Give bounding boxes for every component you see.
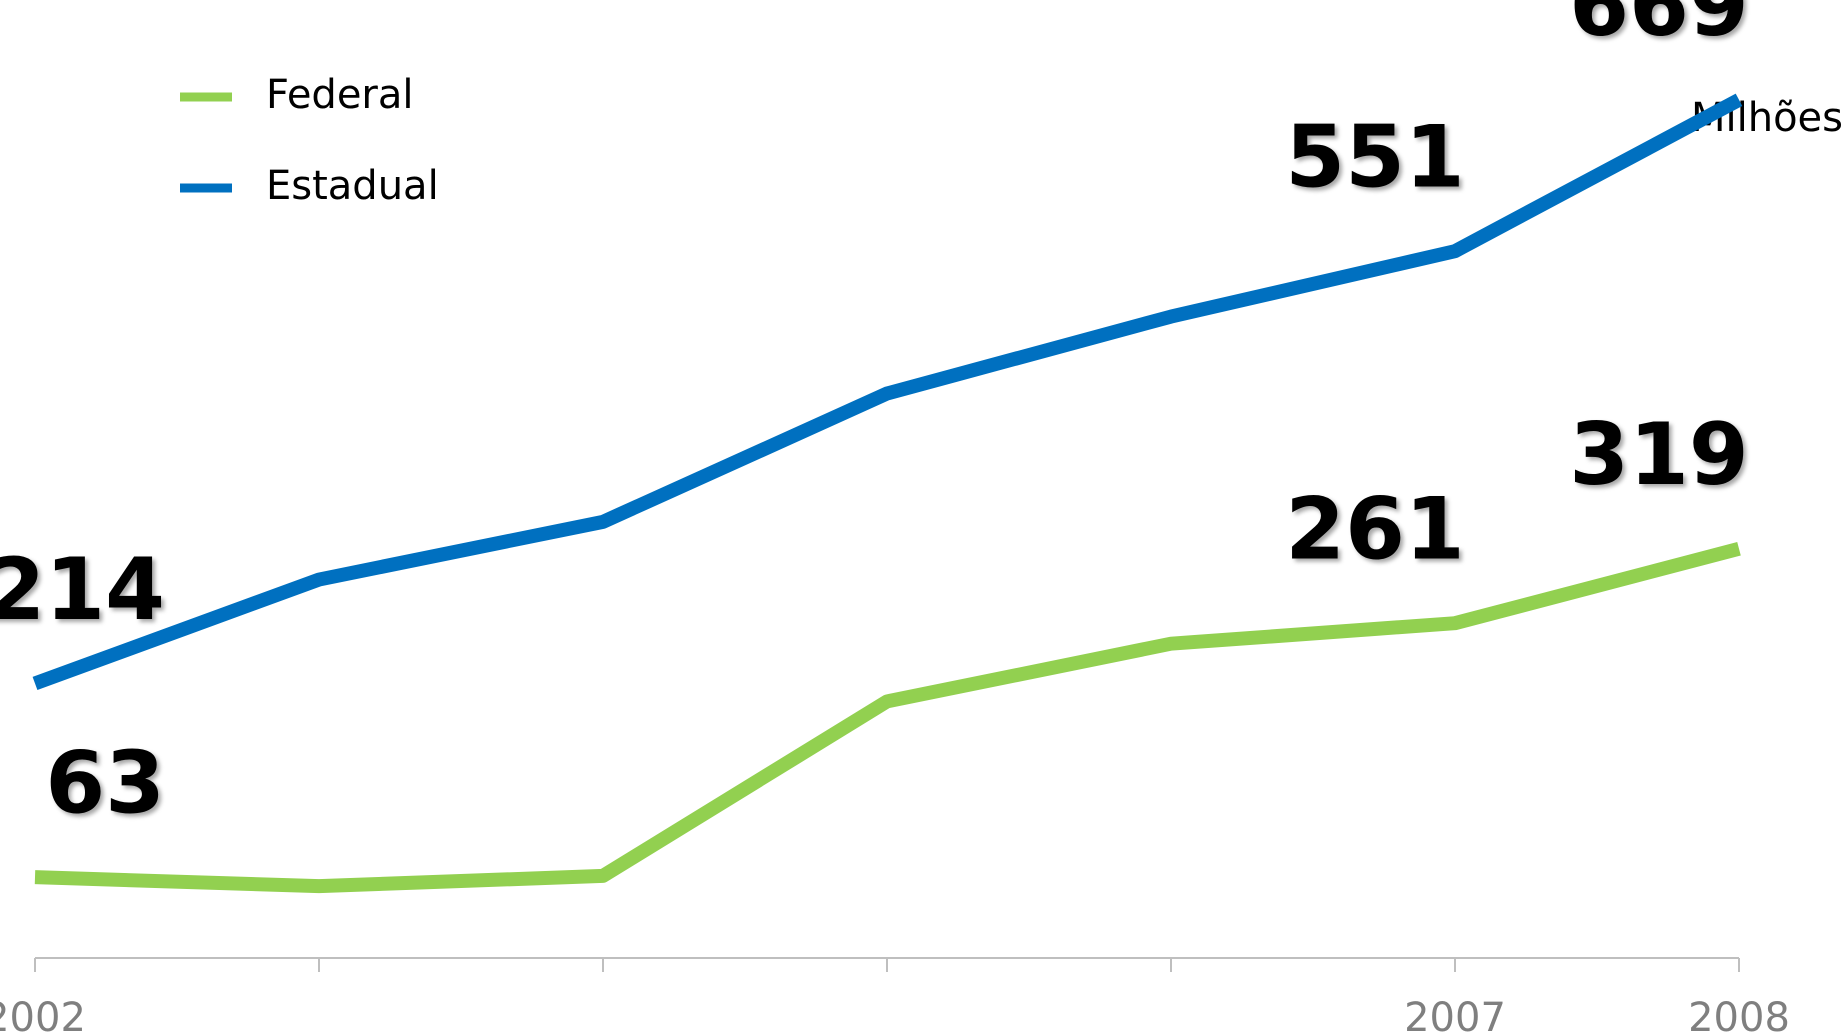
data-label: 214	[0, 540, 165, 640]
series-line	[32, 93, 1743, 691]
legend-label: Estadual	[266, 163, 439, 209]
data-label: 319	[1569, 405, 1749, 505]
data-label: 63	[45, 734, 165, 834]
x-tick-label: 2008	[1688, 995, 1790, 1035]
x-tick-label: 2007	[1404, 995, 1506, 1035]
data-label: 669	[1569, 0, 1749, 56]
data-label: 551	[1285, 108, 1465, 208]
legend-label: Federal	[266, 72, 414, 118]
x-tick-label: 2002	[0, 995, 86, 1035]
data-label: 261	[1285, 480, 1465, 580]
series-line	[34, 541, 1741, 894]
